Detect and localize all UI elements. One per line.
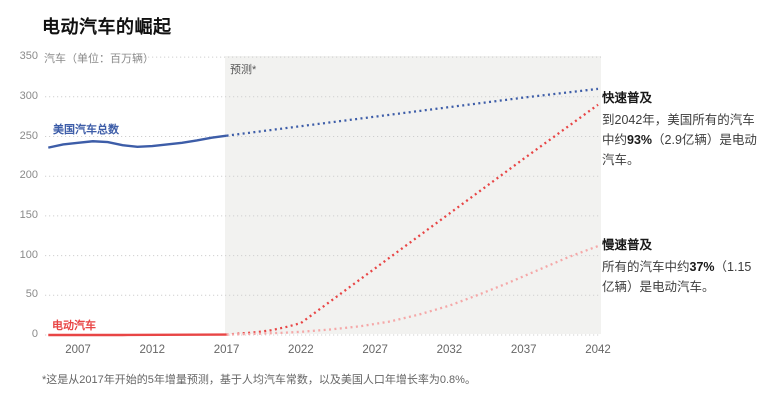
x-tick-label: 2022 — [288, 344, 314, 356]
series-label-us-total: 美国汽车总数 — [53, 124, 119, 136]
y-tick-label: 300 — [19, 89, 38, 102]
y-tick-label: 150 — [19, 208, 38, 221]
y-tick-label: 100 — [19, 248, 38, 261]
line-电动汽车-dotted — [226, 103, 599, 336]
forecast-region-label: 预测* — [230, 64, 257, 76]
footnote: *这是从2017年开始的5年增量预测，基于人均汽车常数，以及美国人口年增长率为0… — [42, 374, 476, 386]
x-tick-label: 2027 — [362, 344, 388, 356]
y-tick-label: 200 — [19, 169, 38, 182]
annotation-slow-adoption: 慢速普及 所有的汽车中约37%（1.15亿辆）是电动汽车。 — [602, 235, 762, 297]
x-tick-label: 2042 — [585, 344, 611, 356]
y-tick-label: 50 — [25, 288, 38, 301]
y-tick-label: 350 — [19, 50, 38, 63]
x-tick-label: 2007 — [65, 344, 91, 356]
x-tick-label: 2012 — [139, 344, 166, 356]
annotation-slow-title: 慢速普及 — [602, 238, 653, 252]
y-tick-label: 0 — [31, 328, 38, 340]
y-tick-label: 250 — [19, 129, 38, 142]
line-美国汽车总数-solid — [48, 134, 227, 149]
y-axis-unit-label: 汽车（单位：百万辆） — [44, 53, 154, 65]
line-慢速普及-dotted — [226, 244, 599, 336]
annotation-fast-adoption: 快速普及 到2042年，美国所有的汽车中约93%（2.9亿辆）是电动汽车。 — [602, 88, 762, 170]
forecast-band — [225, 56, 601, 334]
annotation-fast-title: 快速普及 — [602, 91, 653, 105]
x-tick-label: 2032 — [436, 344, 463, 356]
x-tick-label: 2037 — [510, 344, 537, 356]
annotation-slow-body: 所有的汽车中约37%（1.15亿辆）是电动汽车。 — [602, 260, 752, 294]
series-label-ev: 电动汽车 — [52, 320, 96, 332]
page-title: 电动汽车的崛起 — [42, 17, 172, 37]
annotation-fast-body: 到2042年，美国所有的汽车中约93%（2.9亿辆）是电动汽车。 — [602, 113, 757, 167]
x-tick-label: 2017 — [213, 344, 240, 356]
